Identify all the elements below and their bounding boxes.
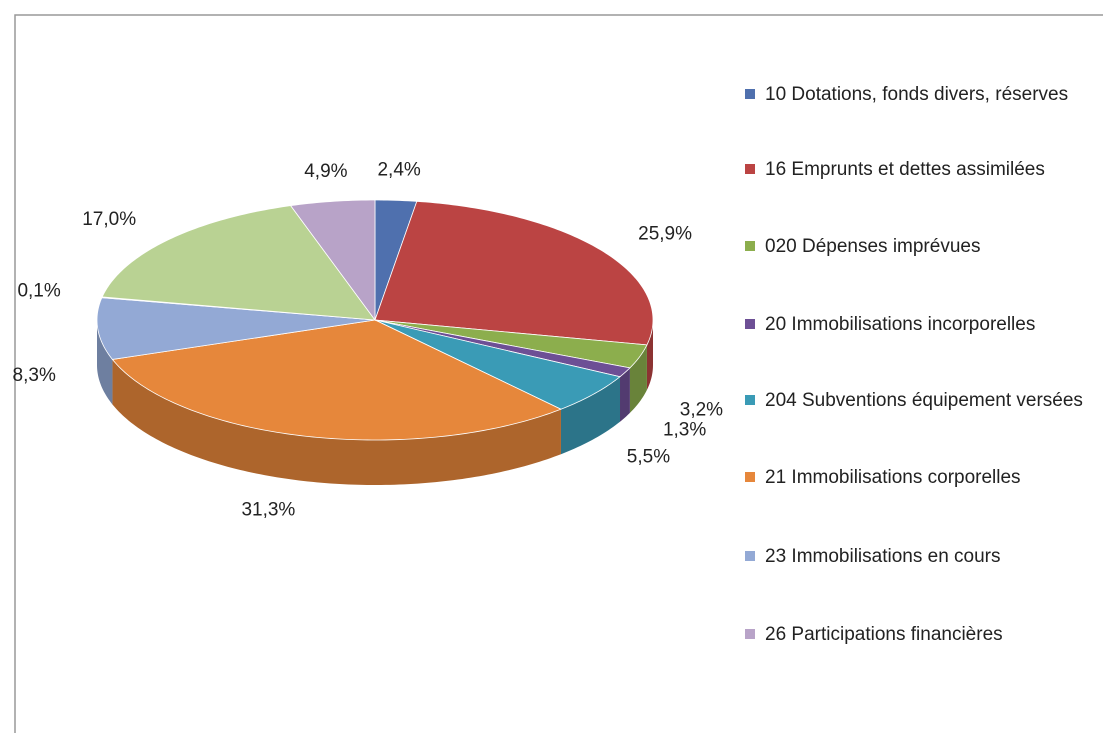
legend-entry: 16 Emprunts et dettes assimilées [745, 155, 1103, 185]
legend-swatch [745, 319, 755, 329]
pie-side [112, 359, 561, 485]
pie-side [97, 320, 113, 405]
legend-swatch [745, 89, 755, 99]
pie-slice [374, 319, 621, 410]
legend-swatch [745, 472, 755, 482]
legend-entry: 21 Immobilisations corporelles [745, 463, 1103, 493]
legend-entry: 23 Immobilisations en cours [745, 542, 1103, 572]
pie-slice [374, 200, 654, 346]
legend-label: 20 Immobilisations incorporelles [765, 314, 1036, 335]
data-label: 25,9% [638, 224, 692, 245]
data-label: 2,4% [377, 159, 420, 180]
data-label: 3,2% [680, 400, 723, 421]
frame [14, 14, 1103, 733]
data-label: 17,0% [82, 209, 136, 230]
pie-slice [96, 297, 376, 360]
legend-label: 204 Subventions équipement versées [765, 390, 1083, 411]
legend-entry: 20 Immobilisations incorporelles [745, 310, 1103, 340]
pie-side [646, 320, 653, 390]
legend-entry: 204 Subventions équipement versées [745, 386, 1103, 416]
pie-side [560, 376, 621, 455]
legend-swatch [745, 164, 755, 174]
legend-swatch [745, 629, 755, 639]
data-label: 1,3% [663, 419, 706, 440]
legend-entry: 020 Dépenses imprévues [745, 232, 1103, 262]
legend-entry: 26 Participations financières [745, 620, 1103, 650]
pie-slice [111, 319, 562, 441]
data-label: 0,1% [17, 281, 60, 302]
data-label: 5,5% [627, 447, 670, 468]
legend-entry: 10 Dotations, fonds divers, réserves [745, 80, 1103, 110]
legend-label: 10 Dotations, fonds divers, réserves [765, 84, 1069, 105]
pie-slice [289, 199, 376, 322]
pie-slice [374, 319, 648, 369]
legend-swatch [745, 551, 755, 561]
data-label: 31,3% [241, 499, 295, 520]
legend-label: 16 Emprunts et dettes assimilées [765, 159, 1045, 180]
data-label: 8,3% [13, 365, 56, 386]
legend-label: 26 Participations financières [765, 624, 1003, 645]
data-label: 4,9% [304, 161, 347, 182]
legend-label: 23 Immobilisations en cours [765, 546, 1001, 567]
pie-slice [101, 205, 376, 321]
legend-label: 21 Immobilisations corporelles [765, 467, 1021, 488]
legend-label: 020 Dépenses imprévues [765, 236, 981, 257]
legend-swatch [745, 395, 755, 405]
pie-side [620, 367, 630, 422]
legend-swatch [745, 241, 755, 251]
pie-side [629, 344, 647, 413]
